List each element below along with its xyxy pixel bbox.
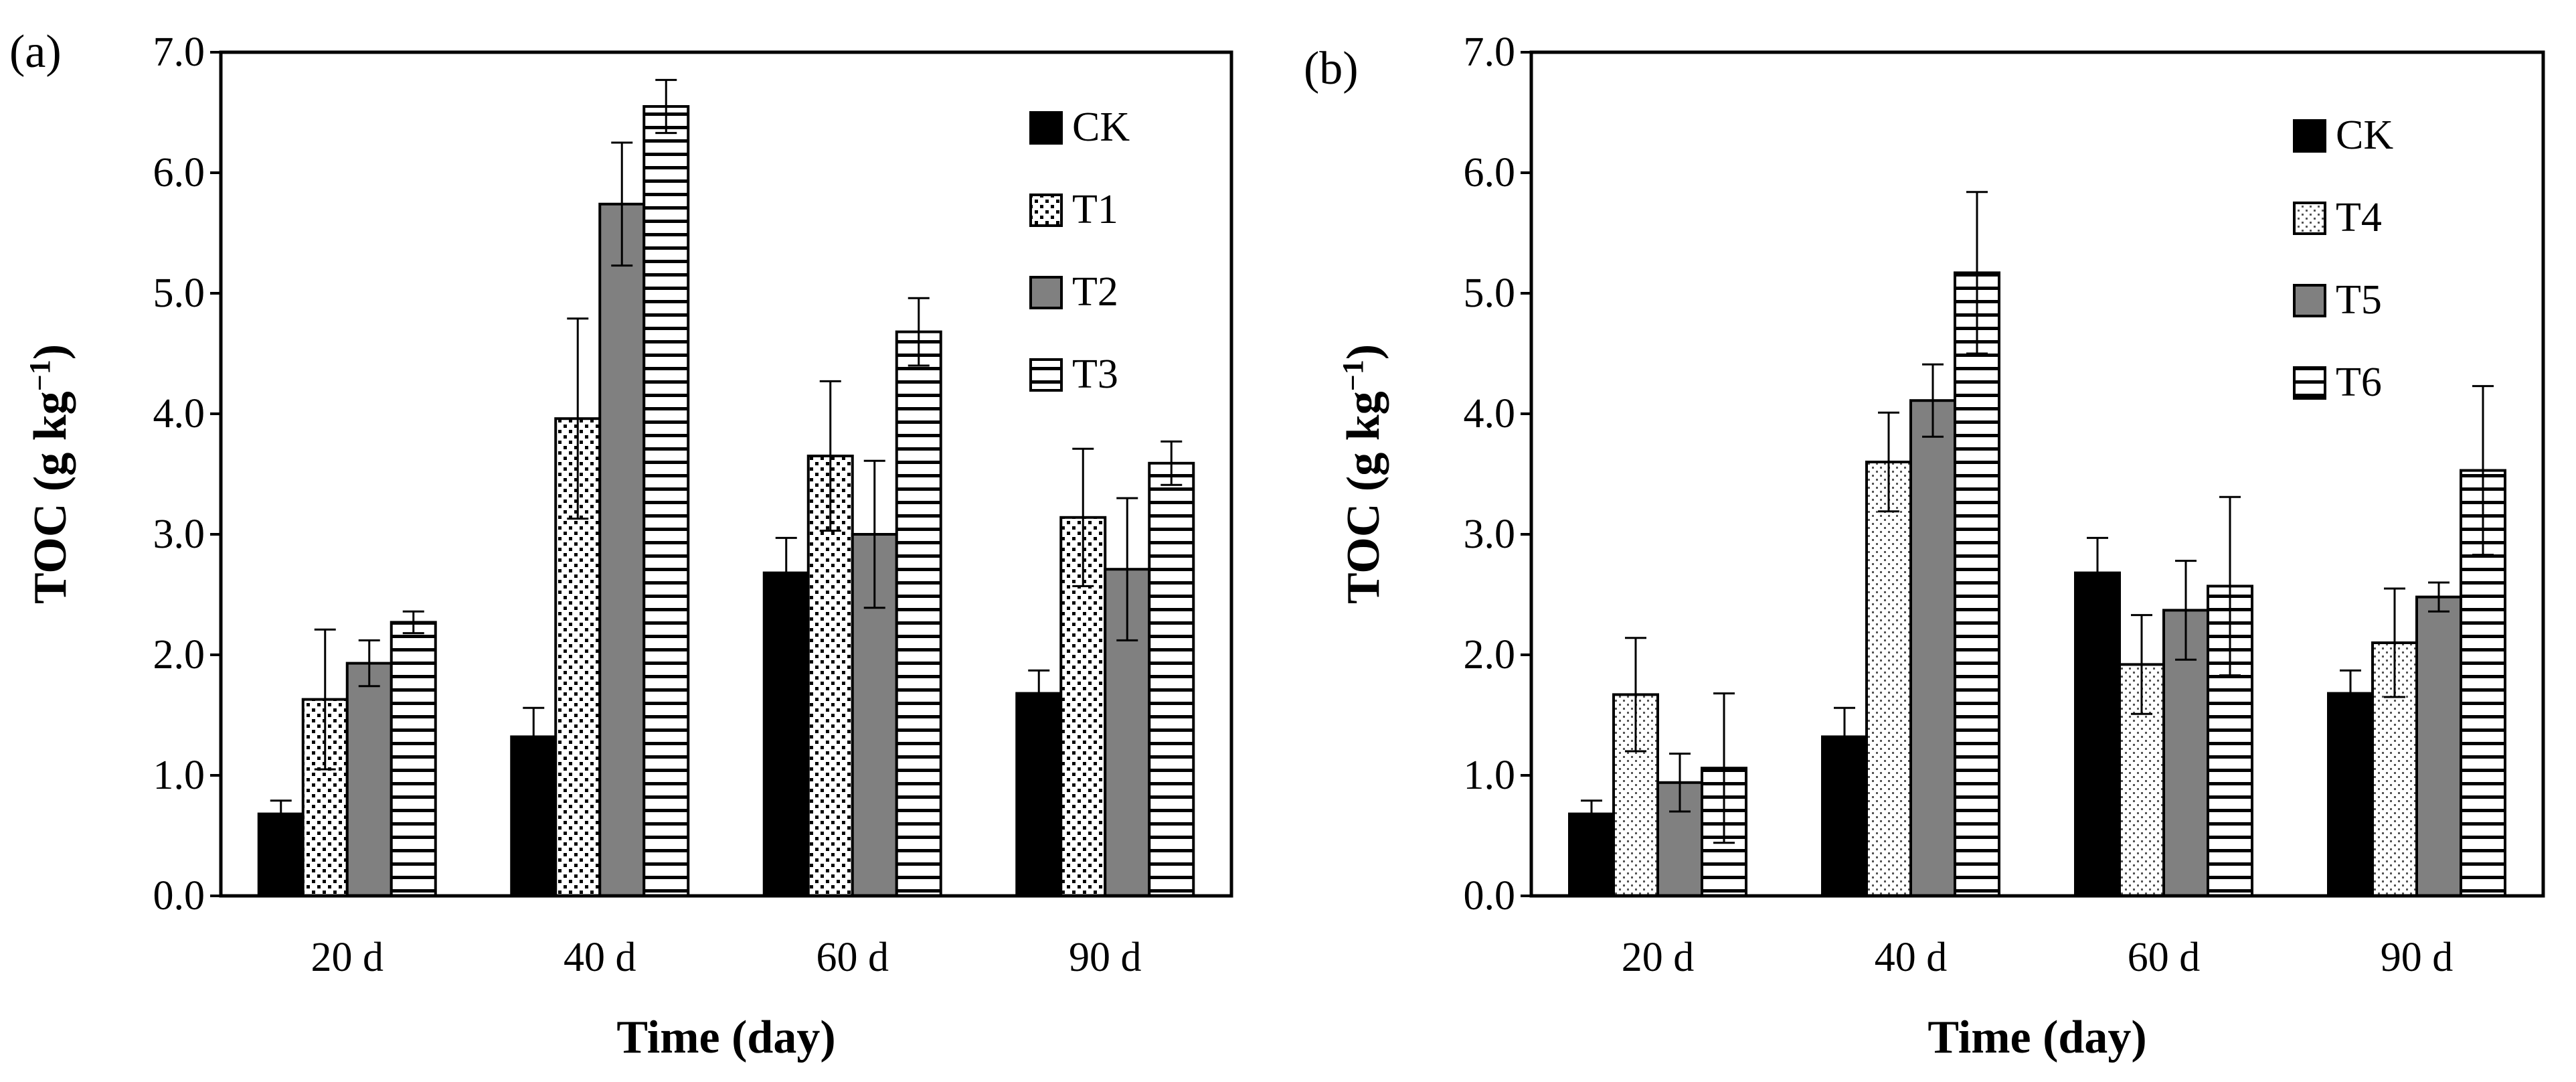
legend-swatch-ck: [1029, 111, 1063, 145]
legend-swatch-t4: [2293, 202, 2326, 235]
legend-label-t1: T1: [1072, 187, 1118, 232]
y-axis-title-close: ): [1338, 344, 1389, 360]
y-tick-label: 2.0: [153, 632, 205, 678]
x-tick-label: 20 d: [311, 935, 384, 980]
y-axis-title-main: TOC (g kg: [25, 391, 76, 604]
bar-t3-2: [895, 330, 942, 898]
y-tick-label: 7.0: [153, 29, 205, 75]
bar-t2-1: [598, 202, 646, 897]
y-tick-label: 0.0: [153, 873, 205, 919]
legend-label-ck: CK: [1072, 104, 1130, 150]
x-tick-label: 40 d: [564, 935, 636, 980]
y-tick-label: 3.0: [1464, 512, 1516, 557]
bar-t3-3: [1148, 461, 1195, 897]
legend-swatch-t5: [2293, 284, 2326, 317]
y-tick-label: 2.0: [1464, 632, 1516, 678]
bar-ck-3: [1015, 692, 1063, 897]
x-tick-label: 90 d: [1069, 935, 1142, 980]
y-tick-label: 1.0: [153, 753, 205, 798]
bar-t6-3: [2460, 469, 2506, 897]
y-axis-title: TOC (g kg−1): [1337, 344, 1390, 604]
x-tick-label: 90 d: [2381, 935, 2454, 980]
y-axis-title: TOC (g kg−1): [23, 344, 77, 604]
x-axis-title: Time (day): [1927, 1012, 2146, 1063]
legend-swatch-ck: [2293, 119, 2326, 153]
x-tick-label: 40 d: [1875, 935, 1948, 980]
y-tick-label: 6.0: [1464, 150, 1516, 196]
plot-frame: [219, 50, 1233, 898]
y-tick-label: 6.0: [153, 150, 205, 196]
y-tick-label: 0.0: [1464, 873, 1516, 919]
panel-label: (a): [9, 26, 62, 78]
y-axis-title-superscript: −1: [23, 360, 56, 391]
panel-b: (b) 0.0 1.0 2.0 3.0 4.0 5.0 6.0 7.0 TOC (g kg−1) 2…: [1304, 29, 2545, 1063]
bar-t6-1: [1954, 271, 2000, 897]
legend-label-t2: T2: [1072, 269, 1118, 315]
y-tick-label: 4.0: [153, 391, 205, 437]
y-axis-title-close: ): [25, 344, 76, 360]
legend-swatch-t3: [1029, 358, 1063, 392]
bar-t4-1: [1865, 461, 1912, 897]
y-tick-label: 5.0: [153, 270, 205, 316]
y-tick-label: 1.0: [1464, 753, 1516, 798]
y-tick-label: 3.0: [153, 512, 205, 557]
y-tick-label: 7.0: [1464, 29, 1516, 75]
bar-t5-3: [2415, 595, 2462, 897]
panel-a: (a) 0.0 1.0 2.0 3.0 4.0 5.0 6.0 7.0 TOC (g kg−1) 2…: [9, 26, 1233, 1063]
bar-t3-1: [642, 105, 690, 897]
y-tick-label: 4.0: [1464, 391, 1516, 437]
bar-t5-1: [1909, 399, 1956, 897]
legend-label-t5: T5: [2336, 277, 2382, 323]
legend: CK T4 T5 T6: [2293, 112, 2393, 405]
y-axis-title-main: TOC (g kg: [1338, 391, 1389, 604]
y-axis-title-superscript: −1: [1337, 360, 1369, 391]
bar-t3-0: [390, 621, 437, 898]
legend-label-t4: T4: [2336, 195, 2382, 240]
legend-swatch-t6: [2293, 366, 2326, 400]
bar-t2-0: [345, 662, 393, 897]
x-tick-label: 60 d: [817, 935, 889, 980]
y-tick-label: 5.0: [1464, 270, 1516, 316]
legend-label-t3: T3: [1072, 352, 1118, 397]
legend-swatch-t2: [1029, 276, 1063, 309]
bar-ck-2: [762, 571, 810, 897]
bar-ck-2: [2074, 571, 2121, 897]
legend-label-ck: CK: [2336, 112, 2393, 158]
x-tick-label: 20 d: [1622, 935, 1695, 980]
legend-label-t6: T6: [2336, 360, 2382, 405]
x-tick-label: 60 d: [2128, 935, 2201, 980]
panel-label: (b): [1304, 43, 1359, 94]
legend-swatch-t1: [1029, 194, 1063, 227]
x-axis-title: Time (day): [616, 1012, 835, 1063]
legend: CK T1 T2 T3: [1029, 104, 1130, 397]
plot-frame: [1529, 50, 2545, 898]
bar-ck-3: [2327, 692, 2374, 897]
